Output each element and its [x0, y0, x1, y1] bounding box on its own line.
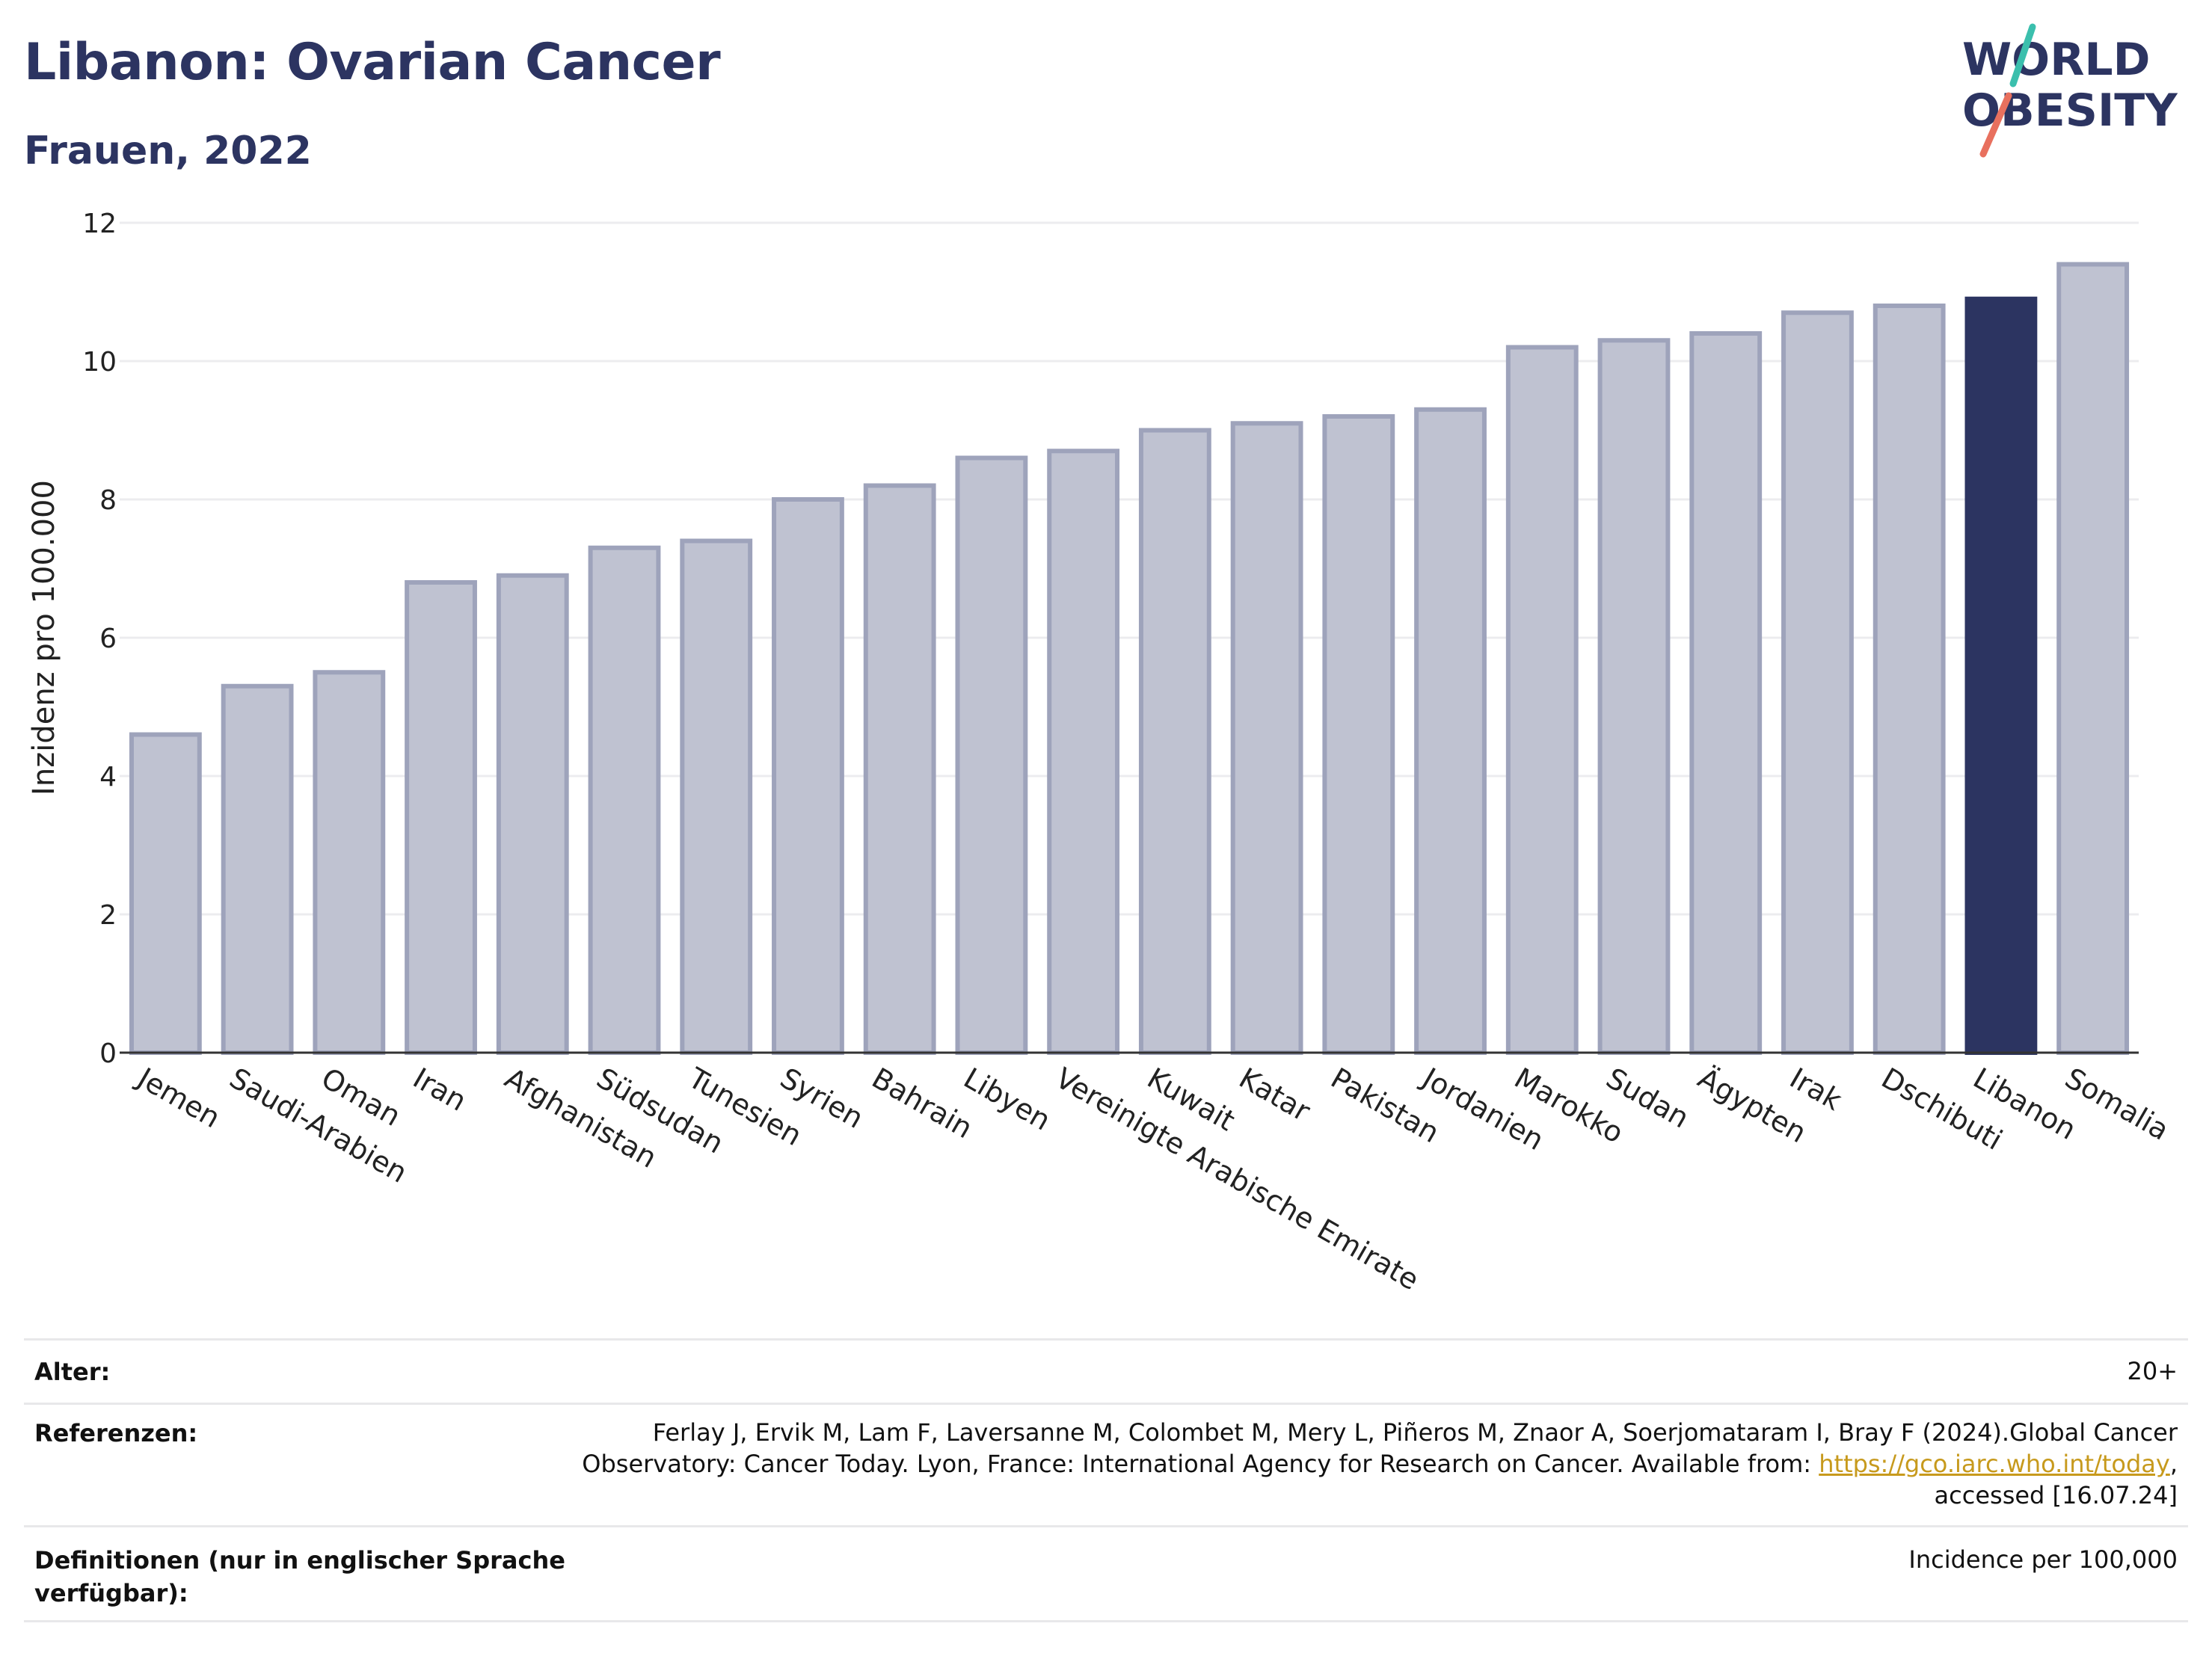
age-row: Alter: 20+: [24, 1338, 2188, 1405]
x-tick-label: Somalia: [2059, 1062, 2175, 1147]
references-line2-text: Observatory: Cancer Today. Lyon, France:…: [582, 1450, 1819, 1478]
references-value: Ferlay J, Ervik M, Lam F, Laversanne M, …: [582, 1417, 2178, 1511]
bar-afghanistan: [496, 573, 569, 1055]
definitions-row: Definitionen (nur in englischer Sprache …: [24, 1525, 2188, 1622]
definitions-label-line2: verfügbar):: [34, 1579, 188, 1607]
bar-kuwait: [1138, 428, 1211, 1055]
age-value: 20+: [2127, 1357, 2178, 1385]
references-line2-comma: ,: [2169, 1450, 2178, 1478]
logo-line1: WORLD: [1962, 34, 2150, 86]
bar-bahrain: [863, 483, 936, 1055]
logo-slash-bottom: [1979, 92, 2012, 158]
references-line3: accessed [16.07.24]: [1934, 1481, 2178, 1509]
y-tick-label: 4: [99, 762, 117, 792]
x-tick-label: Katar: [1234, 1062, 1316, 1128]
y-tick-label: 2: [99, 900, 117, 931]
references-link[interactable]: https://gco.iarc.who.int/today: [1819, 1450, 2170, 1478]
references-line2: Observatory: Cancer Today. Lyon, France:…: [582, 1448, 2178, 1480]
bar-syrien: [772, 497, 844, 1055]
bar-somalia: [2056, 262, 2130, 1055]
bar-libanon: [1964, 296, 2038, 1055]
y-tick-label: 6: [99, 624, 117, 654]
bar-libyen: [955, 455, 1028, 1055]
x-tick-label: Libyen: [958, 1062, 1056, 1137]
y-tick-label: 8: [99, 485, 117, 516]
bar-jemen: [129, 732, 202, 1055]
bar-s-dsudan: [588, 545, 661, 1055]
references-row: Referenzen: Ferlay J, Ervik M, Lam F, La…: [24, 1403, 2188, 1527]
bar-sudan: [1597, 338, 1671, 1055]
definitions-label-line1: Definitionen (nur in englischer Sprache: [34, 1546, 565, 1575]
chart-title: Libanon: Ovarian Cancer: [24, 33, 721, 92]
bar-irak: [1781, 310, 1854, 1055]
age-label: Alter:: [34, 1358, 111, 1386]
y-tick-label: 12: [82, 209, 117, 239]
bars: [129, 262, 2130, 1055]
bar-jordanien: [1414, 407, 1487, 1055]
references-label: Referenzen:: [34, 1419, 198, 1447]
bar-pakistan: [1322, 414, 1395, 1055]
logo-line2: OBESITY: [1962, 84, 2178, 137]
bar-tunesien: [680, 538, 753, 1055]
y-tick-label: 0: [99, 1038, 117, 1069]
bar-iran: [405, 580, 477, 1055]
world-obesity-logo: WORLD OBESITY: [1962, 23, 2178, 158]
bar-saudi-arabien: [221, 683, 294, 1055]
definitions-label: Definitionen (nur in englischer Sprache …: [34, 1544, 565, 1610]
logo-slash-top: [2009, 23, 2036, 87]
bar-dschibuti: [1872, 304, 1946, 1055]
x-tick-label: Irak: [1784, 1062, 1847, 1117]
x-tick-label: Bahrain: [867, 1062, 978, 1145]
bar-oman: [313, 670, 386, 1055]
bar--gypten: [1689, 331, 1763, 1055]
y-axis-ticks: 0 2 4 6 8 10 12: [82, 209, 117, 1069]
chart-subtitle: Frauen, 2022: [24, 129, 312, 173]
bar-katar: [1230, 421, 1303, 1055]
y-tick-label: 10: [82, 347, 117, 378]
x-tick-label: Jemen: [131, 1061, 226, 1135]
y-axis-label: Inzidenz pro 100.000: [27, 480, 61, 795]
bar-marokko: [1505, 345, 1579, 1055]
references-line1: Ferlay J, Ervik M, Lam F, Laversanne M, …: [652, 1418, 2178, 1447]
x-tick-label: Iran: [408, 1062, 472, 1118]
bar-vereinigte-arabische-emirate: [1047, 449, 1120, 1055]
definitions-value: Incidence per 100,000: [1908, 1545, 2178, 1574]
